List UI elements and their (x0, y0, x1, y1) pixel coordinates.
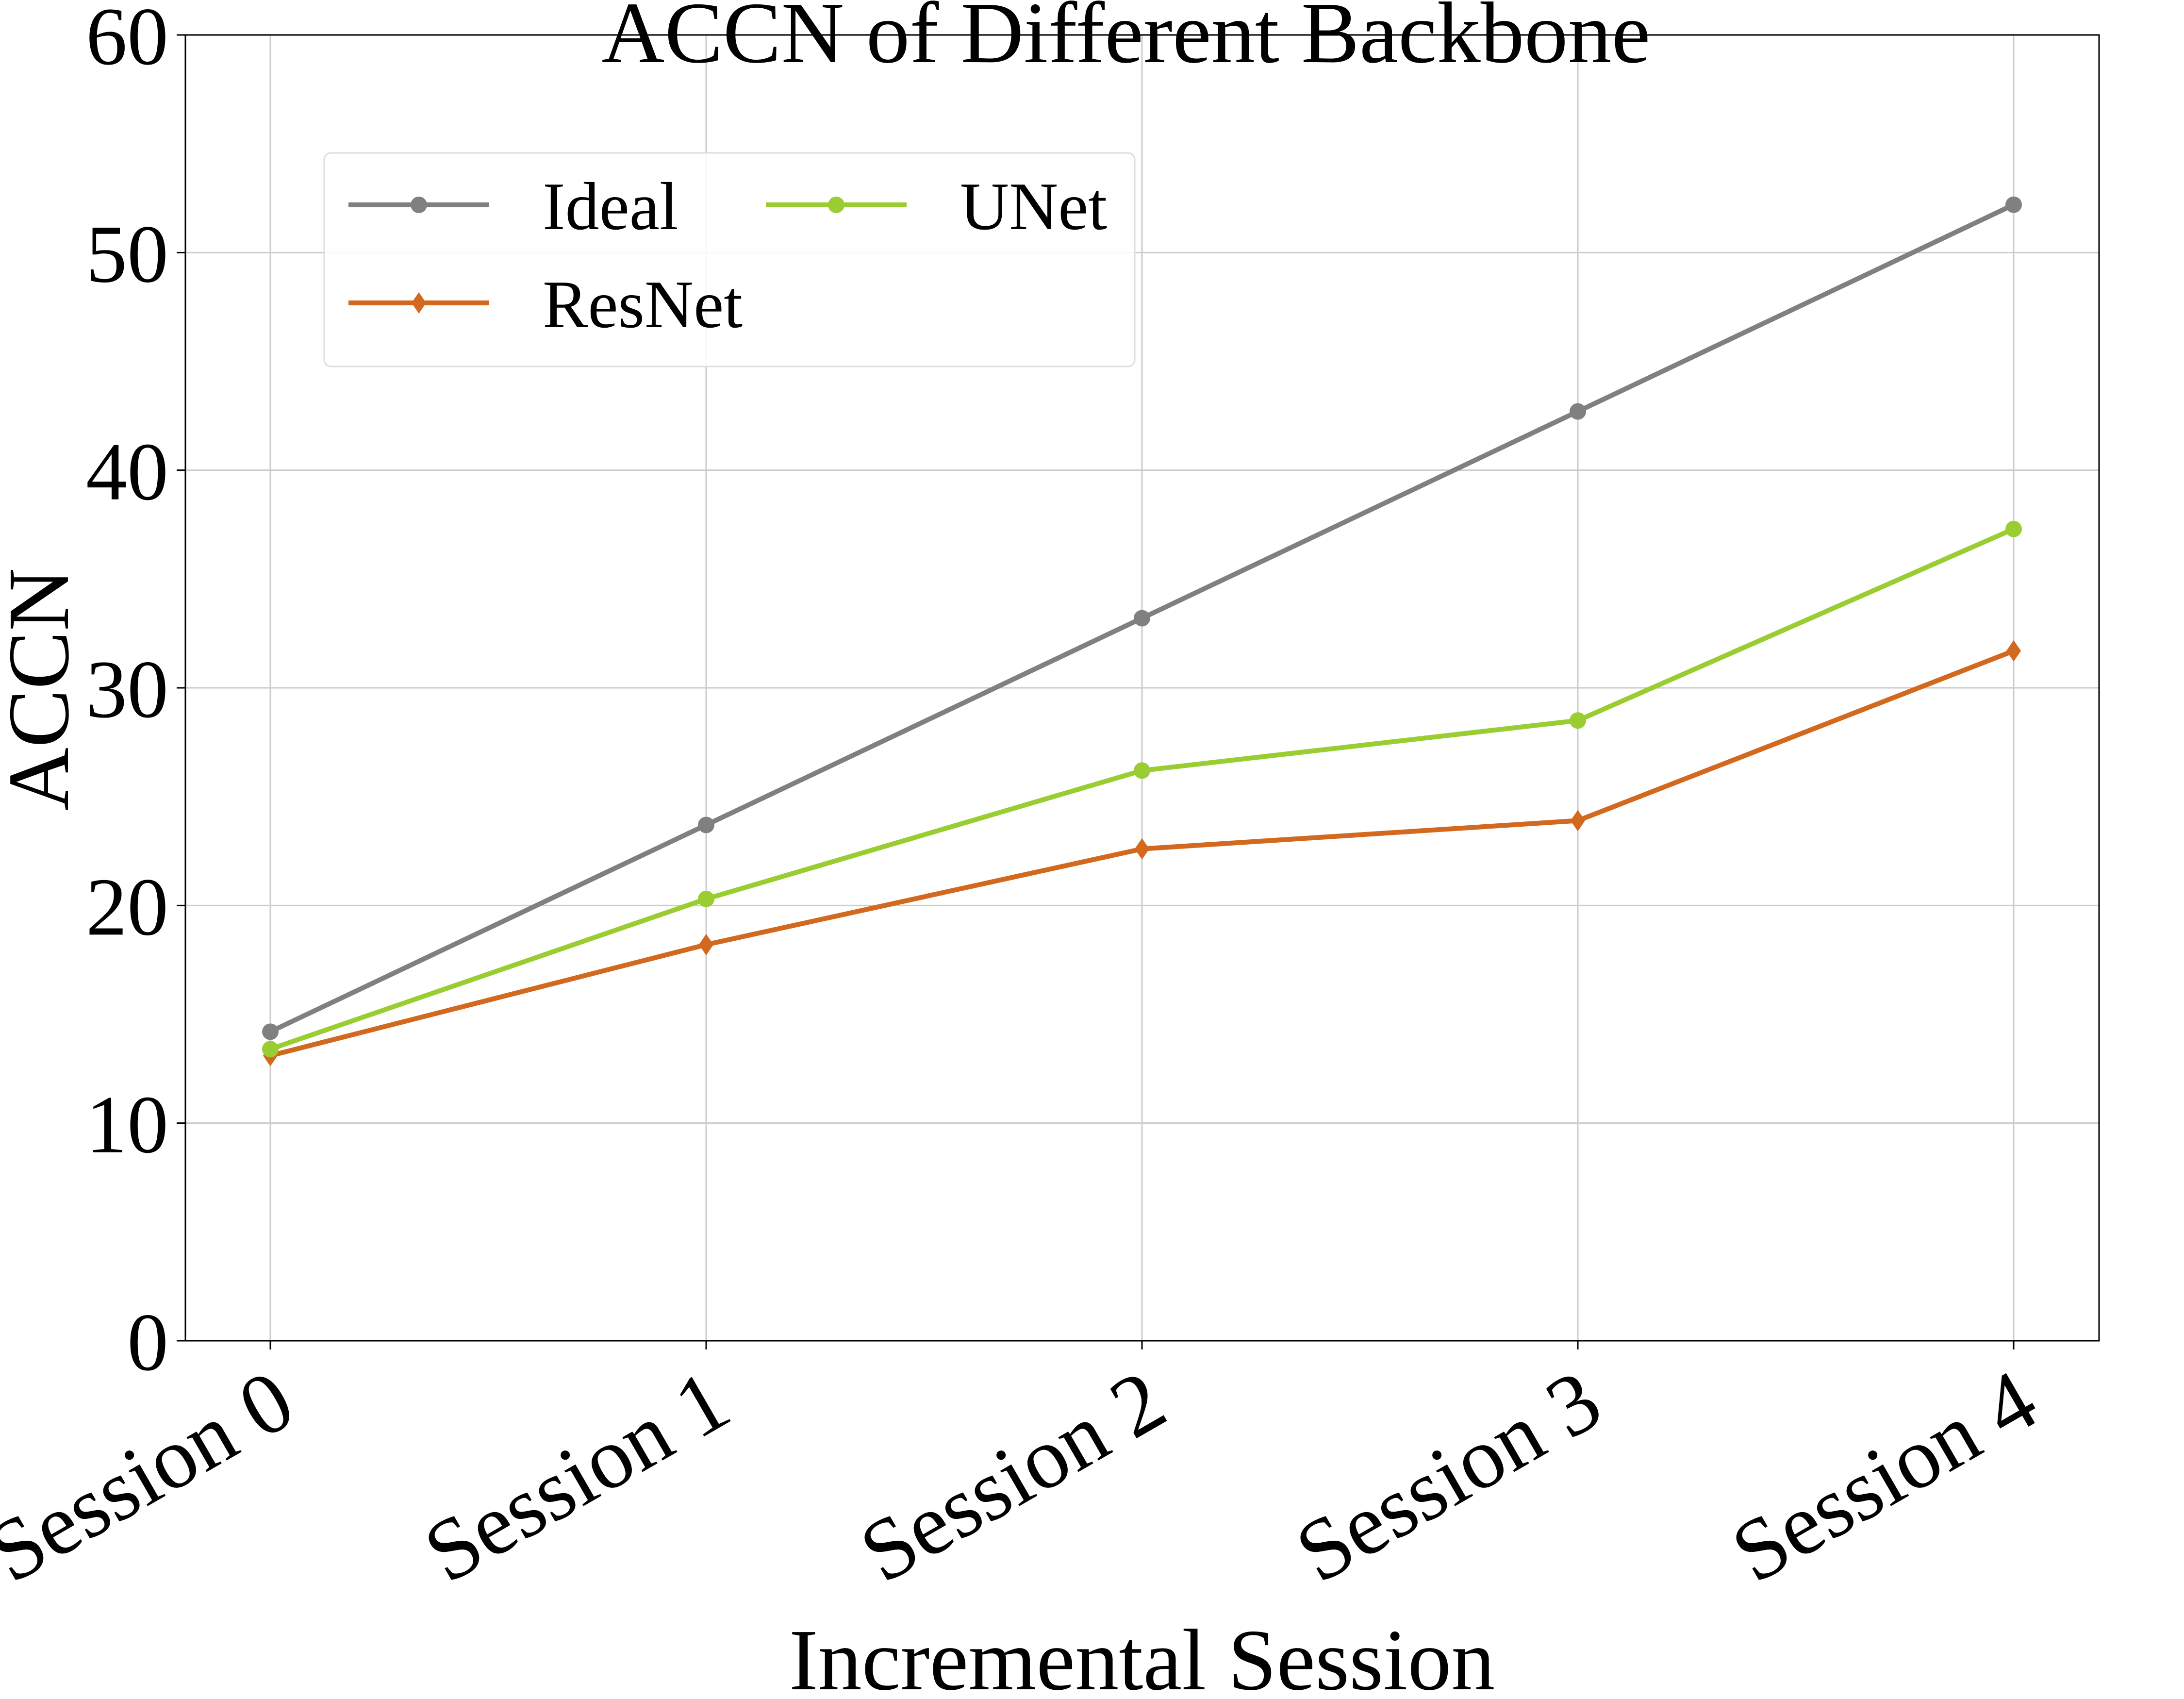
data-point-resnet (2006, 640, 2021, 662)
legend-box (323, 152, 1136, 367)
y-tick-label: 10 (86, 1079, 168, 1170)
y-axis-ticks: 0 10 20 30 40 50 60 (86, 0, 185, 1388)
data-point-unet (262, 1041, 279, 1058)
legend-label-resnet: ResNet (543, 267, 743, 342)
y-tick-label: 60 (86, 0, 168, 82)
data-point-unet (1134, 762, 1150, 779)
x-tick-label: Session 4 (1716, 1351, 2052, 1601)
series-resnet (263, 640, 2021, 1066)
data-point-ideal (698, 816, 714, 833)
data-point-ideal (2005, 196, 2022, 213)
y-axis-label: ACCN (0, 568, 87, 811)
data-point-ideal (1570, 403, 1586, 420)
x-tick-label: Session 2 (844, 1351, 1181, 1601)
y-tick-label: 50 (86, 208, 168, 300)
y-tick-label: 40 (86, 426, 168, 517)
series-lines (262, 196, 2022, 1066)
x-tick-label: Session 3 (1280, 1351, 1617, 1601)
data-point-unet (1570, 712, 1586, 729)
x-axis-ticks: Session 0 Session 1 Session 2 Session 3 Sess… (0, 1341, 2052, 1601)
data-point-resnet (1135, 838, 1149, 860)
legend-item-resnet: ResNet (348, 267, 743, 342)
legend-marker-unet (828, 197, 844, 213)
y-tick-label: 30 (86, 644, 168, 735)
x-tick-label: Session 1 (409, 1351, 745, 1601)
legend-label-unet: UNet (960, 169, 1107, 244)
data-point-resnet (699, 934, 713, 956)
series-ideal (262, 196, 2022, 1040)
legend: Ideal UNet ResNet (323, 152, 1136, 367)
data-point-ideal (262, 1023, 279, 1040)
legend-label-ideal: Ideal (543, 169, 678, 244)
y-tick-label: 20 (86, 861, 168, 952)
data-point-ideal (1134, 610, 1150, 627)
chart-title: ACCN of Different Backbone (601, 0, 1650, 81)
data-point-resnet (1571, 810, 1585, 832)
x-tick-label: Session 0 (0, 1351, 309, 1601)
y-tick-label: 0 (127, 1297, 168, 1388)
x-axis-label: Incremental Session (789, 1612, 1495, 1699)
legend-marker-ideal (411, 197, 427, 213)
data-point-unet (2005, 520, 2022, 537)
data-point-unet (698, 890, 714, 907)
legend-item-unet: UNet (766, 169, 1107, 244)
series-unet (262, 520, 2022, 1058)
legend-item-ideal: Ideal (348, 169, 678, 244)
legend-marker-resnet (412, 292, 426, 314)
